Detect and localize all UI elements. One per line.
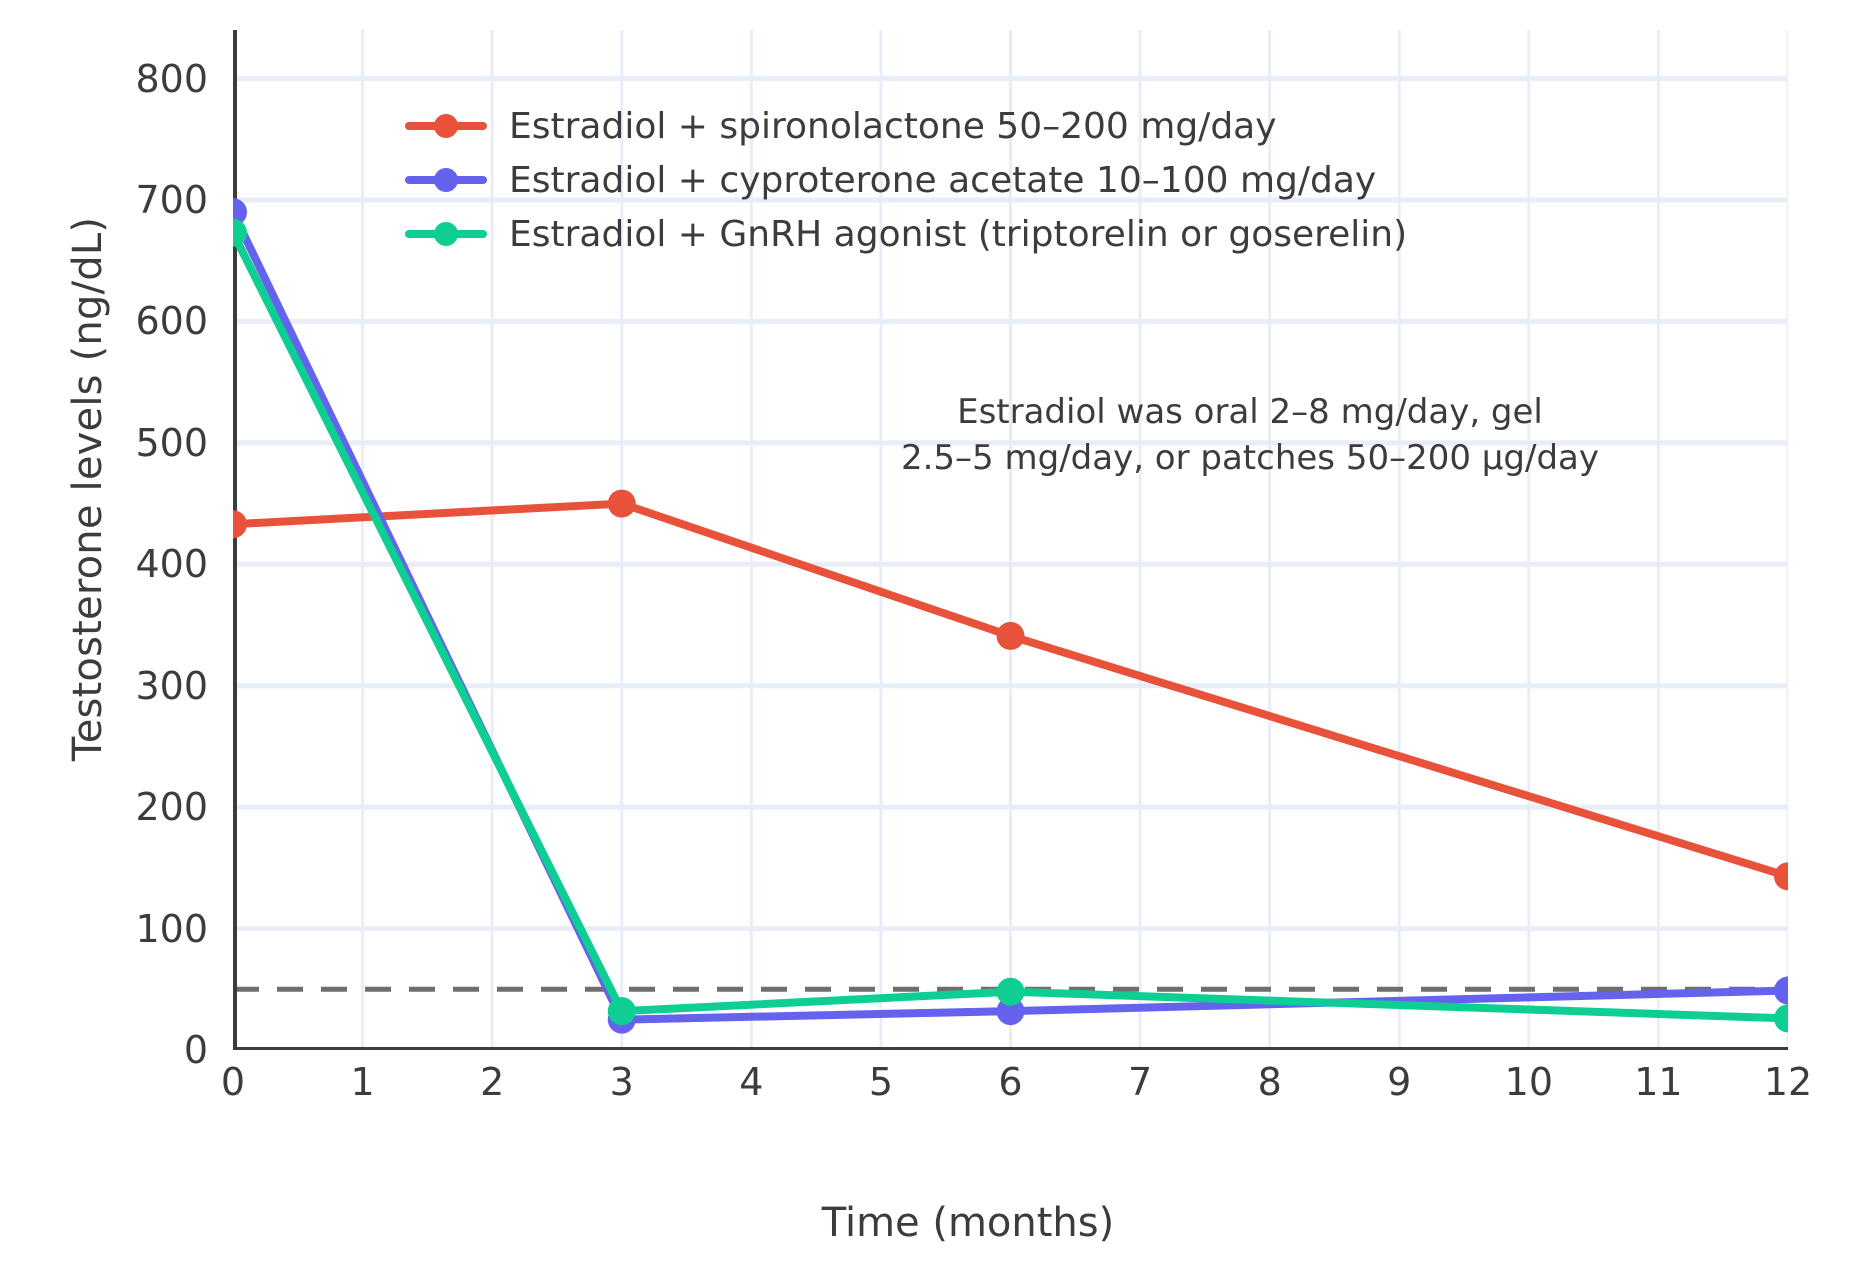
x-tick-label: 6 [998,1060,1023,1104]
series-line [233,228,1788,1023]
x-axis-label: Time (months) [0,1200,1856,1246]
y-tick-label: 200 [135,785,208,830]
legend-item[interactable]: Estradiol + spironolactone 50–200 mg/day [405,100,1407,152]
x-tick-label: 1 [350,1060,375,1104]
legend-dot-icon [434,114,458,138]
x-tick-label: 11 [1634,1060,1683,1104]
estradiol-dosing-note: Estradiol was oral 2–8 mg/day, gel 2.5–5… [900,390,1600,481]
x-axis-label-text: Time (months) [821,1200,1115,1246]
data-point-marker[interactable] [607,489,636,518]
x-tick-label: 12 [1763,1060,1813,1104]
x-tick-label: 10 [1504,1060,1553,1104]
x-axis-tick-labels: 0 1 2 3 4 5 6 7 8 9 10 11 12 [221,1060,1812,1120]
x-tick-label: 5 [868,1060,893,1104]
annotation-line-1: Estradiol was oral 2–8 mg/day, gel [957,392,1543,432]
legend-swatch-icon [405,168,487,192]
data-point-marker[interactable] [607,997,636,1026]
legend-dot-icon [434,222,458,246]
data-point-marker[interactable] [996,977,1025,1006]
data-point-marker[interactable] [1774,862,1788,891]
data-point-marker[interactable] [233,510,247,539]
data-point-marker[interactable] [1774,1004,1788,1033]
legend-swatch-icon [405,114,487,138]
annotation-line-2: 2.5–5 mg/day, or patches 50–200 µg/day [900,437,1599,478]
data-point-marker[interactable] [996,997,1025,1026]
x-tick-label: 2 [480,1060,505,1104]
data-point-marker[interactable] [1774,976,1788,1005]
y-axis-tick-labels: 800 700 600 500 400 300 200 100 0 [48,30,208,1072]
legend-item-label: Estradiol + spironolactone 50–200 mg/day [509,105,1277,147]
y-tick-label: 100 [135,906,208,951]
x-tick-label: 8 [1257,1060,1282,1104]
legend-swatch-icon [405,222,487,246]
y-tick-label: 600 [135,299,208,344]
x-tick-label: 0 [220,1060,246,1104]
y-tick-label: 500 [135,420,208,465]
legend-item[interactable]: Estradiol + cyproterone acetate 10–100 m… [405,154,1407,206]
data-point-marker[interactable] [996,621,1025,650]
data-point-marker[interactable] [233,218,247,247]
legend-item-label: Estradiol + GnRH agonist (triptorelin or… [509,213,1408,255]
chart-legend: Estradiol + spironolactone 50–200 mg/day… [405,100,1407,262]
y-tick-label: 400 [135,542,208,587]
y-tick-label: 800 [135,56,208,101]
x-tick-label: 9 [1387,1060,1412,1104]
y-tick-label: 700 [135,178,208,222]
legend-item-label: Estradiol + cyproterone acetate 10–100 m… [509,159,1377,201]
series-line [233,499,1788,881]
plot-svg [233,30,1788,1050]
x-tick-label: 3 [609,1060,634,1104]
legend-dot-icon [434,168,458,192]
x-tick-label: 4 [739,1060,764,1104]
y-tick-label: 300 [135,663,208,708]
plot-area [233,30,1788,1050]
y-tick-label: 0 [183,1028,208,1072]
data-point-marker[interactable] [233,198,247,227]
x-tick-label: 7 [1127,1060,1153,1104]
legend-item[interactable]: Estradiol + GnRH agonist (triptorelin or… [405,208,1407,260]
